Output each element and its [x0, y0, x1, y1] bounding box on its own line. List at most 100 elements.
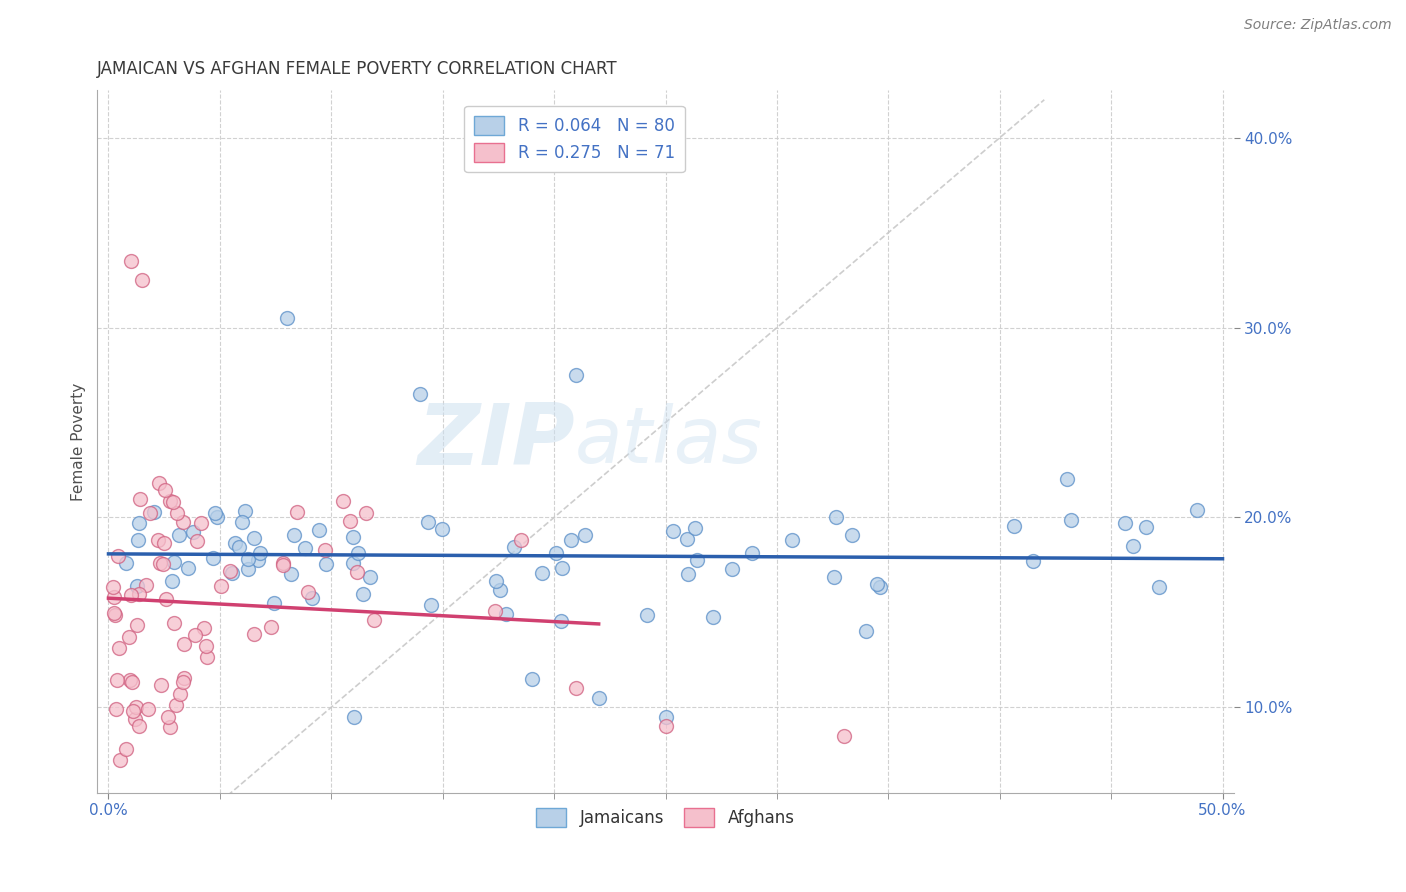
Point — [228, 540, 250, 554]
Point — [352, 587, 374, 601]
Point — [1185, 503, 1208, 517]
Point — [155, 483, 177, 498]
Point — [565, 681, 588, 696]
Point — [1122, 539, 1144, 553]
Point — [128, 587, 150, 601]
Point — [280, 566, 302, 581]
Point — [260, 620, 283, 634]
Point — [339, 514, 361, 528]
Point — [502, 540, 524, 554]
Point — [866, 577, 889, 591]
Legend: Jamaicans, Afghans: Jamaicans, Afghans — [530, 801, 801, 833]
Point — [1135, 520, 1157, 534]
Point — [104, 701, 127, 715]
Point — [221, 566, 243, 580]
Point — [172, 515, 194, 529]
Point — [125, 617, 148, 632]
Point — [156, 710, 179, 724]
Point — [301, 591, 323, 605]
Point — [1002, 519, 1025, 533]
Point — [148, 476, 170, 491]
Point — [136, 702, 159, 716]
Point — [720, 562, 742, 576]
Point — [121, 675, 143, 690]
Point — [242, 627, 264, 641]
Point — [1022, 554, 1045, 568]
Point — [146, 533, 169, 547]
Point — [125, 699, 148, 714]
Point — [209, 579, 232, 593]
Point — [363, 613, 385, 627]
Point — [273, 557, 295, 571]
Point — [686, 553, 709, 567]
Point — [202, 551, 225, 566]
Point — [186, 533, 208, 548]
Point — [101, 580, 124, 594]
Point — [246, 553, 269, 567]
Point — [249, 546, 271, 560]
Point — [107, 641, 129, 656]
Point — [231, 516, 253, 530]
Point — [103, 591, 125, 605]
Point — [160, 574, 183, 588]
Point — [120, 588, 142, 602]
Text: Source: ZipAtlas.com: Source: ZipAtlas.com — [1244, 18, 1392, 32]
Point — [550, 560, 572, 574]
Point — [193, 621, 215, 635]
Point — [662, 524, 685, 538]
Point — [488, 583, 510, 598]
Point — [105, 673, 128, 687]
Point — [263, 596, 285, 610]
Point — [139, 506, 162, 520]
Point — [588, 690, 610, 705]
Y-axis label: Female Poverty: Female Poverty — [72, 383, 86, 500]
Point — [550, 614, 572, 628]
Point — [419, 598, 441, 612]
Point — [418, 515, 440, 529]
Point — [683, 521, 706, 535]
Point — [155, 592, 177, 607]
Point — [127, 533, 149, 548]
Point — [118, 631, 141, 645]
Point — [308, 523, 330, 537]
Point — [315, 557, 337, 571]
Point — [153, 536, 176, 550]
Point — [165, 698, 187, 712]
Point — [149, 556, 172, 570]
Point — [124, 712, 146, 726]
Point — [315, 542, 337, 557]
Point — [347, 546, 370, 560]
Point — [273, 558, 295, 572]
Point — [166, 506, 188, 520]
Point — [841, 527, 863, 541]
Point — [104, 607, 127, 622]
Point — [675, 532, 697, 546]
Point — [177, 560, 200, 574]
Point — [825, 509, 848, 524]
Point — [183, 525, 205, 540]
Point — [676, 566, 699, 581]
Point — [167, 528, 190, 542]
Point — [195, 649, 218, 664]
Point — [125, 579, 148, 593]
Point — [636, 608, 658, 623]
Point — [1114, 516, 1136, 530]
Point — [1059, 513, 1081, 527]
Point — [194, 639, 217, 653]
Point — [184, 628, 207, 642]
Point — [236, 552, 259, 566]
Point — [741, 545, 763, 559]
Point — [283, 527, 305, 541]
Point — [150, 678, 173, 692]
Point — [120, 673, 142, 688]
Point — [276, 311, 298, 326]
Point — [162, 616, 184, 631]
Point — [520, 672, 543, 686]
Point — [128, 516, 150, 531]
Point — [219, 564, 242, 578]
Point — [332, 493, 354, 508]
Point — [108, 753, 131, 767]
Point — [654, 719, 676, 733]
Text: atlas: atlas — [575, 403, 762, 480]
Point — [169, 688, 191, 702]
